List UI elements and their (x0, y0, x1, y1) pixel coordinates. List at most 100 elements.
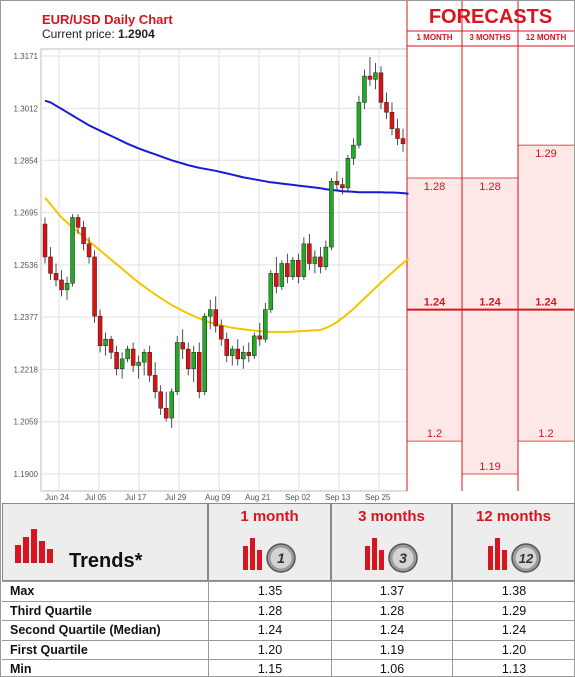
moving-average-line-yellow (44, 197, 410, 333)
candle-body (279, 263, 285, 287)
row-value: 1.28 (331, 601, 452, 621)
trend-row-third-quartile: Third Quartile 1.28 1.28 1.29 (2, 600, 575, 621)
candle-body (224, 338, 230, 356)
chart-title: EUR/USD Daily Chart (42, 12, 173, 27)
forecasts-title: FORECASTS (428, 6, 553, 28)
trends-title: Trends* (69, 550, 143, 572)
row-value: 1.13 (452, 660, 575, 677)
forecast-q1-label: 1.2 (538, 428, 553, 440)
candle-body (323, 246, 329, 268)
trend-col-label: 1 month (240, 508, 299, 525)
x-tick-label: Aug 21 (245, 493, 271, 502)
row-value: 1.19 (331, 640, 452, 660)
candle-body (42, 223, 48, 258)
row-label: First Quartile (10, 642, 88, 657)
plot-area (40, 48, 408, 492)
bar-chart-icon (15, 529, 53, 563)
row-label: Third Quartile (10, 603, 92, 618)
period-badge-icon: 3 (365, 538, 418, 573)
row-label: Max (10, 584, 35, 598)
forecast-q3-label: 1.29 (535, 148, 556, 160)
candle-body (169, 391, 174, 419)
x-tick-label: Sep 25 (365, 493, 391, 502)
candle-body (285, 263, 290, 277)
forecast-range-box (518, 145, 574, 442)
row-value: 1.06 (331, 660, 452, 677)
candle-body (362, 75, 367, 103)
row-value: 1.28 (208, 601, 331, 621)
candle-body (64, 283, 70, 291)
trends-header-cell: Trends* (2, 503, 208, 581)
candle-body (378, 72, 384, 103)
forecast-q1-label: 1.2 (427, 428, 442, 440)
candle-body (241, 352, 246, 360)
candle-body (180, 342, 185, 350)
forecast-median-label: 1.24 (479, 297, 501, 309)
x-tick-label: Jun 24 (45, 493, 70, 502)
candle-body (53, 273, 59, 281)
forecast-q1-label: 1.19 (479, 461, 500, 473)
candle-body (312, 256, 318, 264)
candle-body (274, 273, 279, 287)
candle-body (125, 348, 130, 360)
candle-body (185, 348, 191, 370)
candle-body (158, 391, 163, 409)
candle-body (48, 256, 53, 274)
candle-body (395, 128, 400, 139)
forecast-col-12-month: 12 MONTH (525, 33, 567, 42)
candle-body (147, 352, 152, 376)
candle-body (196, 352, 202, 393)
candle-body (246, 352, 252, 356)
x-tick-label: Jul 29 (165, 493, 187, 502)
candle-body (103, 338, 108, 346)
candle-body (290, 259, 296, 277)
badge-text: 3 (399, 550, 407, 566)
row-value: 1.24 (331, 621, 452, 640)
forecast-median-label: 1.24 (535, 297, 557, 309)
current-price-value: 1.2904 (118, 27, 155, 41)
trend-col-label: 3 months (358, 508, 425, 525)
candle-body (174, 342, 180, 393)
trend-col-1-month: 1 month 1 (208, 503, 331, 581)
candle-body (257, 335, 263, 340)
candle-body (384, 102, 389, 113)
candle-body (136, 361, 141, 366)
y-tick-label: 1.2695 (14, 209, 39, 218)
row-value: 1.20 (208, 640, 331, 660)
x-tick-label: Aug 09 (205, 493, 231, 502)
candle-body (307, 243, 312, 264)
y-tick-label: 1.1900 (14, 470, 39, 479)
candle-body (75, 217, 81, 228)
y-tick-label: 1.3012 (14, 104, 39, 113)
candlestick-chart: 1.3171 1.3012 1.2854 1.2695 1.2536 1.2377 1.22… (14, 1, 574, 502)
y-tick-label: 1.2377 (14, 313, 39, 322)
row-value: 1.24 (208, 621, 331, 640)
trend-col-label: 12 months (475, 508, 551, 525)
candle-body (163, 407, 169, 419)
trend-row-first-quartile: First Quartile 1.20 1.19 1.20 (2, 639, 575, 660)
row-value: 1.38 (452, 582, 575, 601)
y-tick-label: 1.2536 (14, 261, 39, 270)
candle-body (318, 256, 323, 268)
trend-row-max: Max 1.35 1.37 1.38 (2, 581, 575, 601)
candle-body (301, 243, 307, 277)
row-label: Second Quartile (Median) (10, 623, 161, 638)
candle-body (59, 279, 64, 291)
badge-text: 1 (277, 550, 285, 566)
forecast-col-3-months: 3 MONTHS (469, 33, 511, 42)
badge-text: 12 (519, 551, 534, 566)
row-value: 1.20 (452, 640, 575, 660)
candle-body (268, 273, 274, 310)
x-tick-label: Sep 13 (325, 493, 351, 502)
period-badge-icon: 12 (488, 538, 541, 573)
candle-body (97, 315, 103, 346)
candle-body (235, 348, 241, 360)
candle-body (263, 309, 268, 340)
candle-body (114, 352, 119, 370)
trends-table: Trends* 1 month 1 3 months 3 (2, 503, 575, 677)
candle-body (70, 217, 75, 284)
candle-body (373, 72, 378, 80)
candle-body (86, 243, 92, 258)
candle-body (400, 138, 406, 145)
